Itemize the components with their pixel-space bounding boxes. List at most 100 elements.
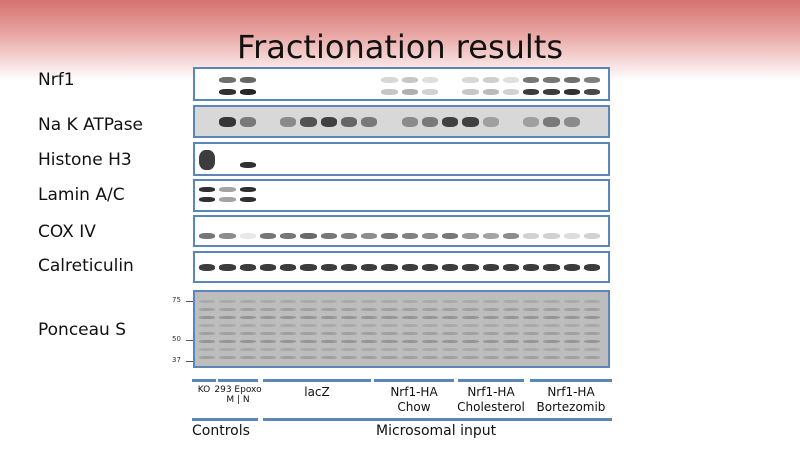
blot-band: [482, 117, 499, 127]
group-label-chow-2: Chow: [397, 400, 431, 414]
blot-band: [462, 300, 479, 303]
blot-band: [340, 264, 357, 271]
blot-band: [320, 340, 337, 343]
blot-band: [219, 340, 236, 343]
blot-band: [239, 187, 256, 192]
blot-band: [583, 356, 600, 359]
blot-band: [300, 308, 317, 311]
blot-band: [239, 340, 256, 343]
blot-band: [239, 77, 256, 83]
blot-band: [280, 348, 297, 351]
blot-band: [381, 340, 398, 343]
blot-band: [219, 332, 236, 335]
blot-band: [421, 233, 438, 239]
blot-band: [381, 300, 398, 303]
blot-band: [583, 340, 600, 343]
blot-band: [381, 324, 398, 327]
blot-band: [239, 264, 256, 271]
blot-cox-iv: [193, 215, 610, 247]
group-label-epoxo-mn: M | N: [226, 395, 250, 405]
blot-band: [219, 324, 236, 327]
blot-band: [583, 77, 600, 83]
row-label-ponceau: Ponceau S: [38, 320, 127, 340]
blot-band: [199, 348, 216, 351]
blot-band: [219, 89, 236, 95]
blot-band: [502, 77, 519, 83]
group-bar-lacz: [263, 379, 371, 382]
blot-band: [199, 233, 216, 239]
blot-band: [361, 300, 378, 303]
blot-band: [259, 308, 276, 311]
blot-band: [401, 340, 418, 343]
marker-37: 37: [172, 356, 181, 364]
blot-band: [401, 233, 418, 239]
blot-band: [239, 348, 256, 351]
blot-band: [563, 77, 580, 83]
blot-band: [300, 117, 317, 127]
blot-band: [340, 356, 357, 359]
blot-band: [462, 356, 479, 359]
blot-band: [462, 316, 479, 319]
blot-band: [523, 300, 540, 303]
blot-band: [381, 332, 398, 335]
blot-band: [523, 356, 540, 359]
blot-band: [482, 348, 499, 351]
group-bar-bortezomib: [530, 379, 612, 382]
blot-band: [543, 89, 560, 95]
blot-band: [442, 233, 459, 239]
blot-band: [442, 300, 459, 303]
group-label-bort-2: Bortezomib: [536, 400, 606, 414]
blot-band: [219, 197, 236, 202]
blot-band: [563, 316, 580, 319]
blot-band: [482, 300, 499, 303]
blot-band: [361, 264, 378, 271]
blot-band: [523, 316, 540, 319]
blot-band: [219, 348, 236, 351]
blot-band: [502, 233, 519, 239]
blot-band: [523, 77, 540, 83]
group-label-chol-2: Cholesterol: [457, 400, 525, 414]
blot-band: [523, 233, 540, 239]
blot-band: [239, 332, 256, 335]
blot-band: [361, 332, 378, 335]
blot-band: [583, 233, 600, 239]
blot-band: [300, 300, 317, 303]
blot-band: [199, 187, 216, 192]
blot-band: [401, 332, 418, 335]
blot-band: [502, 316, 519, 319]
blot-band: [502, 264, 519, 271]
blot-band: [482, 340, 499, 343]
blot-band: [462, 77, 479, 83]
blot-band: [401, 117, 418, 127]
blot-band: [421, 356, 438, 359]
blot-band: [239, 117, 256, 127]
blot-band: [259, 324, 276, 327]
blot-band: [563, 356, 580, 359]
blot-band: [563, 264, 580, 271]
blot-band: [583, 348, 600, 351]
blot-band: [583, 324, 600, 327]
blot-band: [523, 340, 540, 343]
blot-band: [482, 332, 499, 335]
blot-band: [583, 300, 600, 303]
blot-band: [381, 89, 398, 95]
blot-band: [543, 117, 560, 127]
blot-band: [219, 300, 236, 303]
blot-band: [300, 324, 317, 327]
blot-band: [583, 89, 600, 95]
blot-band: [300, 348, 317, 351]
blot-band: [462, 89, 479, 95]
blot-band: [462, 348, 479, 351]
marker-75: 75: [172, 296, 181, 304]
blot-band: [320, 233, 337, 239]
blot-band: [421, 348, 438, 351]
blot-band: [280, 264, 297, 271]
blot-na-k-atpase: [193, 105, 610, 138]
blot-band: [462, 308, 479, 311]
blot-band: [381, 348, 398, 351]
group-label-ko: KO: [197, 385, 211, 395]
blot-band: [442, 308, 459, 311]
blot-band: [421, 324, 438, 327]
marker-50-tick: [186, 340, 193, 341]
blot-band: [462, 324, 479, 327]
